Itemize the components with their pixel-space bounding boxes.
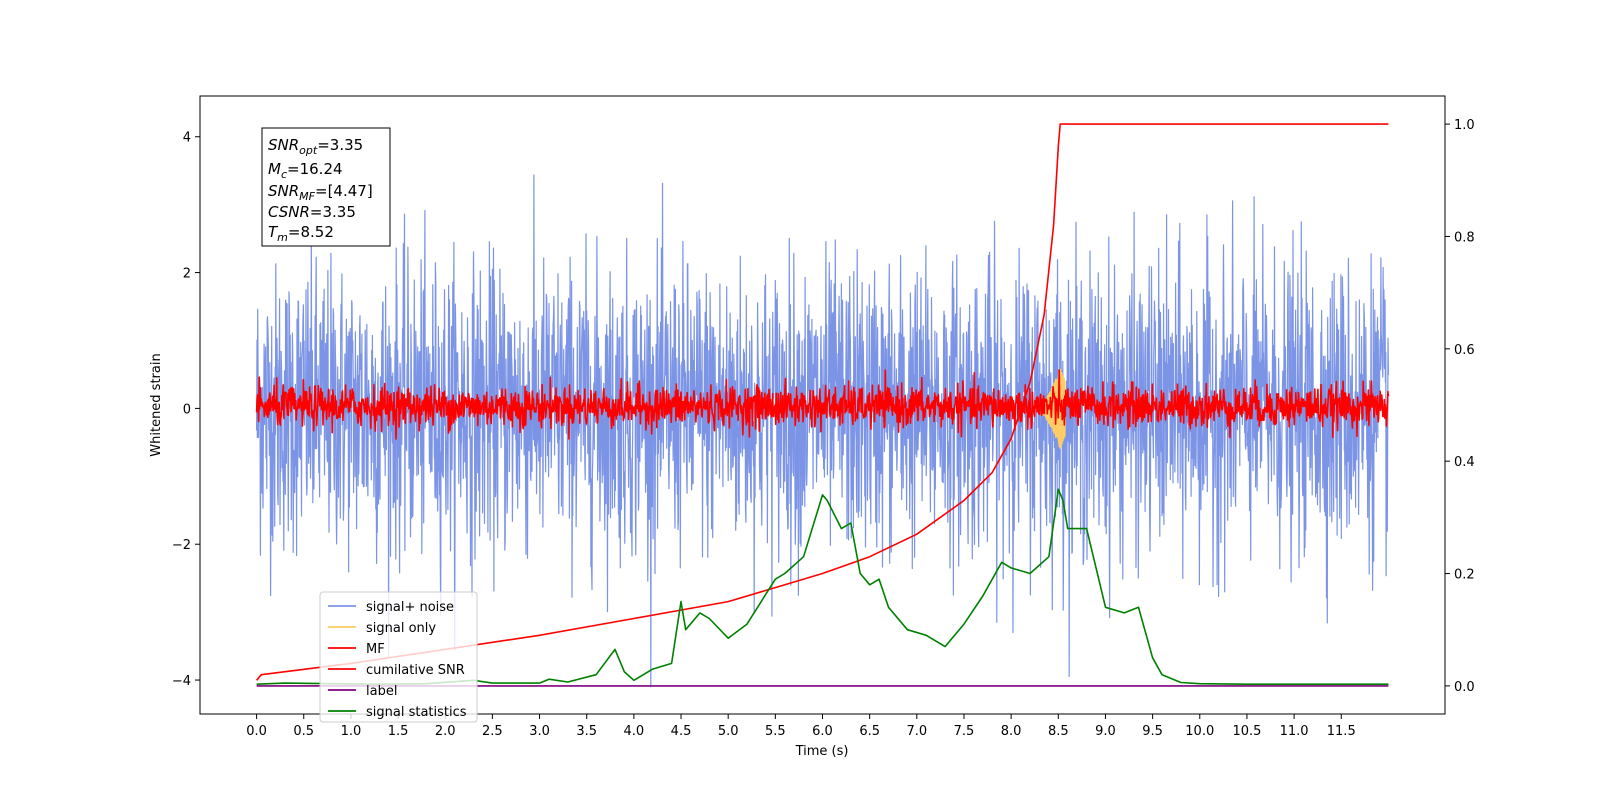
x-tick-label: 8.0 [1001,724,1022,739]
legend-label-signal-only: signal only [366,621,436,636]
x-tick-label: 4.5 [671,724,692,739]
x-tick-label: 3.0 [529,724,550,739]
x-axis-title: Time (s) [795,744,849,759]
series-cumilative-snr [255,123,1389,681]
x-tick-label: 10.5 [1232,724,1261,739]
y-tick-label-left: 2 [183,267,191,282]
x-tick-label: 7.5 [954,724,975,739]
x-tick-label: 10.0 [1185,724,1214,739]
y-tick-label-left: 4 [183,131,191,146]
x-tick-label: 1.5 [388,724,409,739]
y-tick-label-left: −4 [172,674,191,689]
x-tick-label: 4.0 [624,724,645,739]
x-tick-label: 0.5 [293,724,314,739]
x-tick-label: 5.0 [718,724,739,739]
legend-label-label: label [366,684,397,699]
stat-tm: Tm=8.52 [268,223,334,244]
x-tick-label: 8.5 [1048,724,1069,739]
legend-label-mf: MF [366,642,385,657]
x-tick-label: 0.0 [246,724,267,739]
y-axis-title: Whitened strain [149,353,164,456]
stat-snr-opt: SNRopt=3.35 [268,136,363,157]
x-tick-label: 3.5 [576,724,597,739]
x-axis: 0.0 0.5 1.0 1.5 2.0 2.5 3.0 3.5 4.0 4.5 5.0 5.5 6.0 6… [246,714,1356,739]
legend-label-cumilative-snr: cumilative SNR [366,663,465,678]
series-signal-statistics [256,488,1389,685]
stat-mc: Mc=16.24 [268,160,343,181]
y-tick-label-right: 0.6 [1454,343,1475,358]
x-tick-label: 1.0 [341,724,362,739]
stats-box-frame [261,127,391,247]
y-tick-label-right: 1.0 [1454,118,1475,133]
y-tick-label-left: 0 [183,402,191,417]
x-tick-label: 11.0 [1280,724,1309,739]
y-axis-left: 4 2 0 −2 −4 [172,131,200,689]
x-tick-label: 2.0 [435,724,456,739]
x-tick-label: 7.0 [906,724,927,739]
stat-snr-mf: SNRMF=[4.47] [268,182,373,203]
stat-csnr: CSNR=3.35 [268,203,356,221]
stats-box: SNRopt=3.35 Mc=16.24 SNRMF=[4.47] CSNR=3… [261,127,391,247]
y-tick-label-right: 0.0 [1454,680,1475,695]
x-tick-label: 9.0 [1095,724,1116,739]
y-axis-right: 1.0 0.8 0.6 0.4 0.2 0.0 [1445,118,1475,695]
x-tick-label: 11.5 [1327,724,1356,739]
legend-frame [319,591,478,723]
x-tick-label: 6.0 [812,724,833,739]
x-tick-label: 6.5 [859,724,880,739]
y-tick-label-right: 0.8 [1454,230,1475,245]
x-tick-label: 9.5 [1142,724,1163,739]
legend-label-signal-statistics: signal statistics [366,705,467,720]
legend-label-signal-noise: signal+ noise [366,600,454,615]
x-tick-label: 2.5 [482,724,503,739]
series-mf [255,369,1390,440]
y-tick-label-right: 0.2 [1454,568,1475,583]
y-tick-label-left: −2 [172,538,191,553]
x-tick-label: 5.5 [765,724,786,739]
legend: signal+ noise signal only MF cumilative SNR… [319,591,478,723]
y-tick-label-right: 0.4 [1454,455,1475,470]
